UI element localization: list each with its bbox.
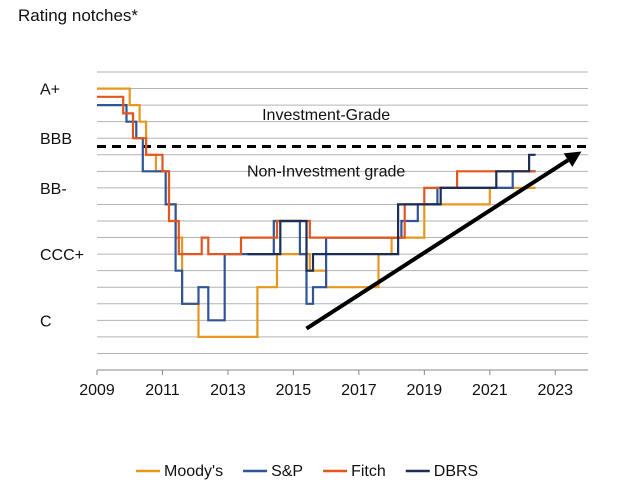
- annotation-label: Non-Investment grade: [247, 163, 405, 180]
- series-group: [97, 87, 536, 338]
- x-tick-label: 2021: [472, 382, 508, 399]
- legend-label: DBRS: [434, 463, 478, 480]
- legend: Moody's S&P Fitch DBRS: [136, 463, 478, 480]
- y-tick-label: A+: [40, 82, 60, 99]
- annotations: Investment-Grade Non-Investment grade: [247, 107, 405, 180]
- legend-label: S&P: [271, 463, 303, 480]
- x-tick-label: 2013: [210, 382, 246, 399]
- series-line-dbrs: [247, 153, 536, 272]
- x-tick-label: 2011: [145, 382, 180, 399]
- x-tick-label: 2015: [276, 382, 312, 399]
- legend-label: Moody's: [164, 463, 223, 480]
- trend-arrow-head: [563, 151, 582, 167]
- y-tick-label: BB-: [40, 181, 67, 198]
- series-line-fitch: [97, 95, 536, 256]
- y-tick-label: C: [40, 313, 52, 330]
- y-tick-label: BBB: [40, 131, 72, 148]
- series-line-sp: [97, 104, 536, 322]
- x-tick-label: 2009: [79, 382, 115, 399]
- y-tick-label: CCC+: [40, 247, 84, 264]
- trend-arrow: [305, 151, 582, 331]
- x-tick-label: 2019: [407, 382, 443, 399]
- series-line-moodys: [97, 87, 536, 338]
- x-tick-label: 2023: [537, 382, 573, 399]
- annotation-label: Investment-Grade: [262, 107, 390, 124]
- axes: 2009 2011 2013 2015 2017 2019 2021 2023 A+ BBB BB-…: [40, 82, 588, 399]
- x-tick-label: 2017: [341, 382, 377, 399]
- legend-label: Fitch: [351, 463, 386, 480]
- trend-arrow-shaft: [305, 158, 570, 331]
- y-axis-title: Rating notches*: [18, 6, 139, 25]
